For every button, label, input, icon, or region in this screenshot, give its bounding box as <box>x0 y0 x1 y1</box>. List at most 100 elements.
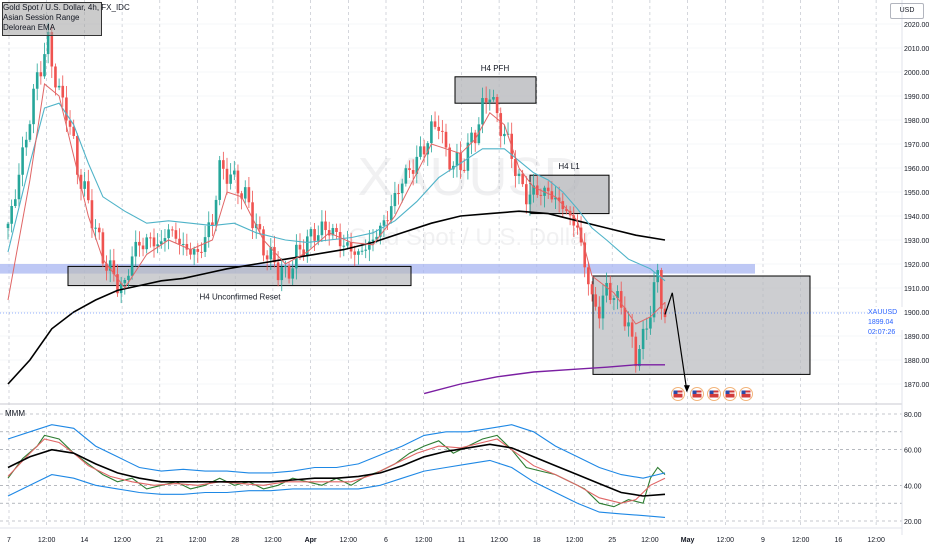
time-tick-label: 12:00 <box>38 537 56 544</box>
candle-body <box>302 249 305 257</box>
badge-price: 1899.04 <box>868 319 894 326</box>
candle-body <box>503 133 506 137</box>
candle-body <box>83 181 86 189</box>
candle-body <box>316 235 320 241</box>
l1-zone[interactable] <box>529 174 610 215</box>
time-tick-label: 12:00 <box>792 537 810 544</box>
candle-body <box>360 250 364 252</box>
time-tick-label: 9 <box>761 537 765 544</box>
candle-body <box>61 85 65 98</box>
candle-body <box>335 228 338 232</box>
candle-body <box>14 199 17 206</box>
flag-canton <box>709 390 714 394</box>
reset-zone[interactable] <box>67 265 412 287</box>
lower-panel-label[interactable]: MMM <box>5 409 25 418</box>
oscillator-axis[interactable]: 20.00 40.00 60.00 80.00 <box>904 412 922 526</box>
candle-body <box>554 197 557 200</box>
indicator-asian-session[interactable]: Asian Session Range <box>3 13 80 22</box>
time-axis[interactable]: 7 12:00 14 12:00 21 12:00 28 12:00 Apr 12:00 6 12:0… <box>7 537 885 544</box>
candle-body <box>342 245 346 247</box>
candle-body <box>130 256 134 276</box>
candle-body <box>462 169 466 171</box>
event-flag-icon[interactable] <box>690 387 704 401</box>
osc-series-line <box>7 438 666 504</box>
candle-body <box>225 168 229 184</box>
candle-body <box>21 147 24 175</box>
candle-body <box>291 268 294 279</box>
economic-events[interactable] <box>671 387 753 401</box>
candle-body <box>240 193 243 199</box>
candle-body <box>174 230 178 239</box>
candle-body <box>492 97 495 100</box>
osc-series-line <box>7 443 666 497</box>
osc-series-line <box>7 424 666 479</box>
candle-body <box>594 294 597 307</box>
flag-stripe <box>741 392 751 394</box>
candle-body <box>68 120 72 127</box>
osc-series-line <box>7 459 666 518</box>
candle-body <box>430 121 433 144</box>
osc-tick-label: 40.00 <box>904 483 922 490</box>
candle-body <box>364 249 367 251</box>
chart-legend: Gold Spot / U.S. Dollar, 4h, FX_IDC Asia… <box>3 3 130 33</box>
indicator-delorean-ema[interactable]: Delorean EMA <box>3 23 56 32</box>
candle-body <box>178 238 181 245</box>
candle-body <box>6 223 10 228</box>
candle-body <box>218 160 221 200</box>
time-tick-label: 14 <box>81 537 89 544</box>
flag-canton <box>741 390 746 394</box>
candle-body <box>408 168 411 171</box>
candle-body <box>46 31 50 55</box>
pfh-zone[interactable] <box>454 76 537 104</box>
event-flag-icon[interactable] <box>723 387 737 401</box>
candle-body <box>72 126 75 136</box>
candle-body <box>473 132 477 144</box>
candle-body <box>404 168 408 184</box>
price-tick-label: 1980.00 <box>904 118 929 125</box>
flag-stripes <box>725 390 735 398</box>
candle-body <box>601 295 605 319</box>
candle-body <box>273 247 276 263</box>
price-tick-label: 1900.00 <box>904 310 929 317</box>
candle-body <box>605 282 608 296</box>
flag-stripe <box>709 392 719 394</box>
event-flag-icon[interactable] <box>707 387 721 401</box>
candle-body <box>660 270 663 309</box>
candle-body <box>313 229 316 241</box>
candle-body <box>145 237 148 250</box>
candle-body <box>123 279 127 284</box>
ema-purple-line <box>423 364 665 395</box>
price-tick-label: 1950.00 <box>904 190 929 197</box>
price-tick-label: 1990.00 <box>904 94 929 101</box>
flag-stripe <box>725 392 735 394</box>
candle-body <box>94 227 97 229</box>
candle-body <box>192 249 196 255</box>
price-axis[interactable]: 1870.00 1880.00 1890.00 1900.00 1910.00 1920.… <box>904 22 929 389</box>
candle-body <box>517 173 521 177</box>
candle-body <box>353 251 357 255</box>
candle-body <box>141 245 145 250</box>
candle-body <box>200 251 203 253</box>
candle-body <box>116 274 119 294</box>
candle-body <box>258 224 262 230</box>
time-tick-label: 12:00 <box>566 537 584 544</box>
event-flag-icon[interactable] <box>671 387 685 401</box>
candle-body <box>32 88 35 125</box>
candle-body <box>112 260 116 275</box>
flag-stripe <box>673 392 683 394</box>
flag-stripes <box>709 390 719 398</box>
candle-body <box>211 222 214 226</box>
flag-stripes <box>741 390 751 398</box>
event-flag-icon[interactable] <box>739 387 753 401</box>
candle-body <box>320 221 324 236</box>
candle-body <box>269 247 273 260</box>
time-tick-label: 28 <box>231 537 239 544</box>
candle-body <box>247 187 251 203</box>
candle-body <box>400 183 404 194</box>
candle-body <box>466 142 470 171</box>
label-pfh: H4 PFH <box>481 64 510 73</box>
time-tick-label: 18 <box>533 537 541 544</box>
candle-body <box>24 139 28 148</box>
currency-button[interactable]: USD <box>890 3 924 19</box>
